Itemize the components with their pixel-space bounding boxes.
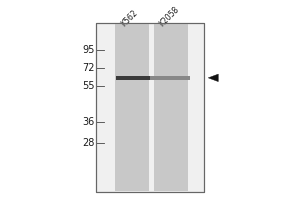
Text: 72: 72 (82, 63, 95, 73)
Text: 36: 36 (82, 117, 95, 127)
Bar (150, 76, 190, 80)
Text: 55: 55 (82, 81, 95, 91)
Text: 95: 95 (82, 45, 95, 55)
Bar (96, 23, 204, 192)
Bar (115, 24, 149, 191)
Polygon shape (208, 74, 218, 82)
Bar (116, 76, 150, 80)
Text: K2058: K2058 (157, 5, 181, 28)
Bar (154, 24, 188, 191)
Text: K562: K562 (120, 8, 140, 28)
Bar (96, 23, 204, 192)
Text: 28: 28 (82, 138, 95, 148)
